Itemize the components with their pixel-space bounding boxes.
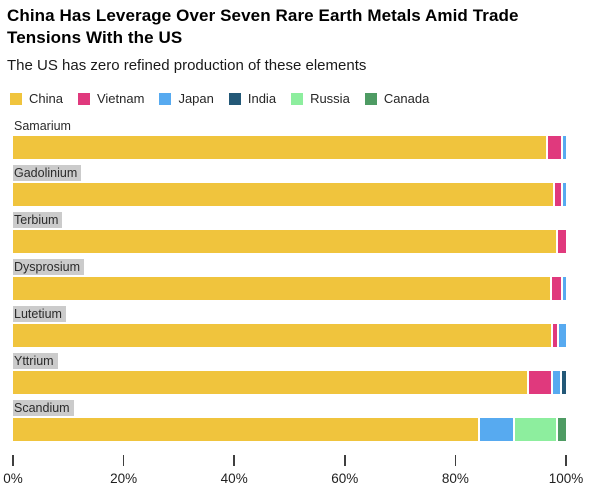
legend-swatch-vietnam — [77, 93, 90, 105]
bar-track — [13, 136, 566, 159]
bar-row-lutetium: Lutetium — [13, 305, 566, 347]
bar-segment-vietnam — [558, 230, 566, 253]
x-tick-label: 100% — [548, 471, 584, 486]
legend-item-india: India — [228, 91, 277, 106]
bar-segment-china — [13, 418, 478, 441]
x-tick-mark — [12, 455, 14, 466]
bar-segment-china — [13, 371, 528, 394]
legend-item-russia: Russia — [291, 92, 350, 106]
bar-segment-japan — [563, 136, 566, 159]
bar-track — [13, 230, 566, 253]
bar-segment-india — [561, 371, 566, 394]
legend-swatch-china — [10, 93, 22, 105]
x-tick-label: 40% — [220, 471, 248, 486]
stacked-bar-chart: Samarium Gadolinium Terbium Dysprosium Lutet… — [13, 117, 566, 441]
bar-segment-china — [13, 324, 552, 347]
bar-segment-china — [13, 183, 553, 206]
x-tick-mark — [344, 455, 346, 466]
legend-swatch-russia — [291, 93, 304, 105]
bar-segment-russia — [514, 418, 556, 441]
legend-item-vietnam: Vietnam — [77, 91, 145, 106]
legend-label: Russia — [310, 91, 350, 106]
bar-track — [13, 277, 566, 300]
bar-segment-china — [13, 136, 546, 159]
legend-swatch-canada — [364, 93, 377, 105]
legend-label: China — [29, 91, 63, 106]
bar-row-yttrium: Yttrium — [13, 352, 566, 394]
legend-item-china: China — [10, 92, 63, 106]
legend-label: Vietnam — [96, 91, 145, 106]
x-axis: 0% 20% 40% 60% 80% 100% — [3, 446, 583, 492]
bar-row-label: Gadolinium — [13, 165, 82, 181]
bar-row-label: Scandium — [13, 400, 74, 416]
legend-label: Canada — [383, 91, 430, 106]
bar-segment-canada — [557, 418, 566, 441]
legend: China Vietnam Japan India Russia Canada — [10, 92, 600, 106]
x-tick-mark — [233, 455, 235, 466]
x-tick-label: 0% — [3, 471, 23, 486]
bar-row-dysprosium: Dysprosium — [13, 258, 566, 300]
bar-segment-japan — [553, 371, 560, 394]
bar-segment-vietnam — [529, 371, 552, 394]
legend-label: Japan — [178, 91, 214, 106]
bar-segment-china — [13, 230, 557, 253]
chart-subtitle: The US has zero refined production of th… — [7, 57, 367, 74]
bar-segment-china — [13, 277, 550, 300]
x-tick-label: 80% — [441, 471, 469, 486]
bar-segment-japan — [562, 277, 566, 300]
bar-row-gadolinium: Gadolinium — [13, 164, 566, 206]
bar-row-samarium: Samarium — [13, 117, 566, 159]
bar-row-label: Lutetium — [13, 306, 66, 322]
bar-segment-japan — [563, 183, 566, 206]
chart-title: China Has Leverage Over Seven Rare Earth… — [7, 6, 519, 47]
bar-segment-vietnam — [551, 277, 561, 300]
bar-segment-vietnam — [554, 183, 562, 206]
legend-swatch-india — [228, 93, 241, 105]
bar-row-terbium: Terbium — [13, 211, 566, 253]
x-tick-label: 20% — [110, 471, 138, 486]
x-tick-mark — [454, 455, 457, 466]
bar-track — [13, 183, 566, 206]
bar-track — [13, 371, 566, 394]
bar-row-label: Yttrium — [13, 353, 58, 369]
legend-item-canada: Canada — [364, 91, 430, 106]
bar-row-label: Terbium — [13, 212, 63, 228]
bar-segment-vietnam — [547, 136, 562, 159]
bar-row-label: Dysprosium — [13, 259, 84, 275]
x-tick-label: 60% — [331, 471, 359, 486]
bar-row-scandium: Scandium — [13, 399, 566, 441]
x-tick-mark — [565, 455, 567, 466]
bar-segment-japan — [559, 324, 566, 347]
bar-segment-japan — [479, 418, 513, 441]
bar-track — [13, 324, 566, 347]
legend-item-japan: Japan — [159, 91, 214, 106]
x-tick-mark — [122, 455, 125, 466]
bar-track — [13, 418, 566, 441]
bar-segment-vietnam — [553, 324, 558, 347]
legend-swatch-japan — [159, 93, 172, 105]
legend-label: India — [247, 91, 277, 106]
bar-row-label: Samarium — [14, 119, 71, 133]
